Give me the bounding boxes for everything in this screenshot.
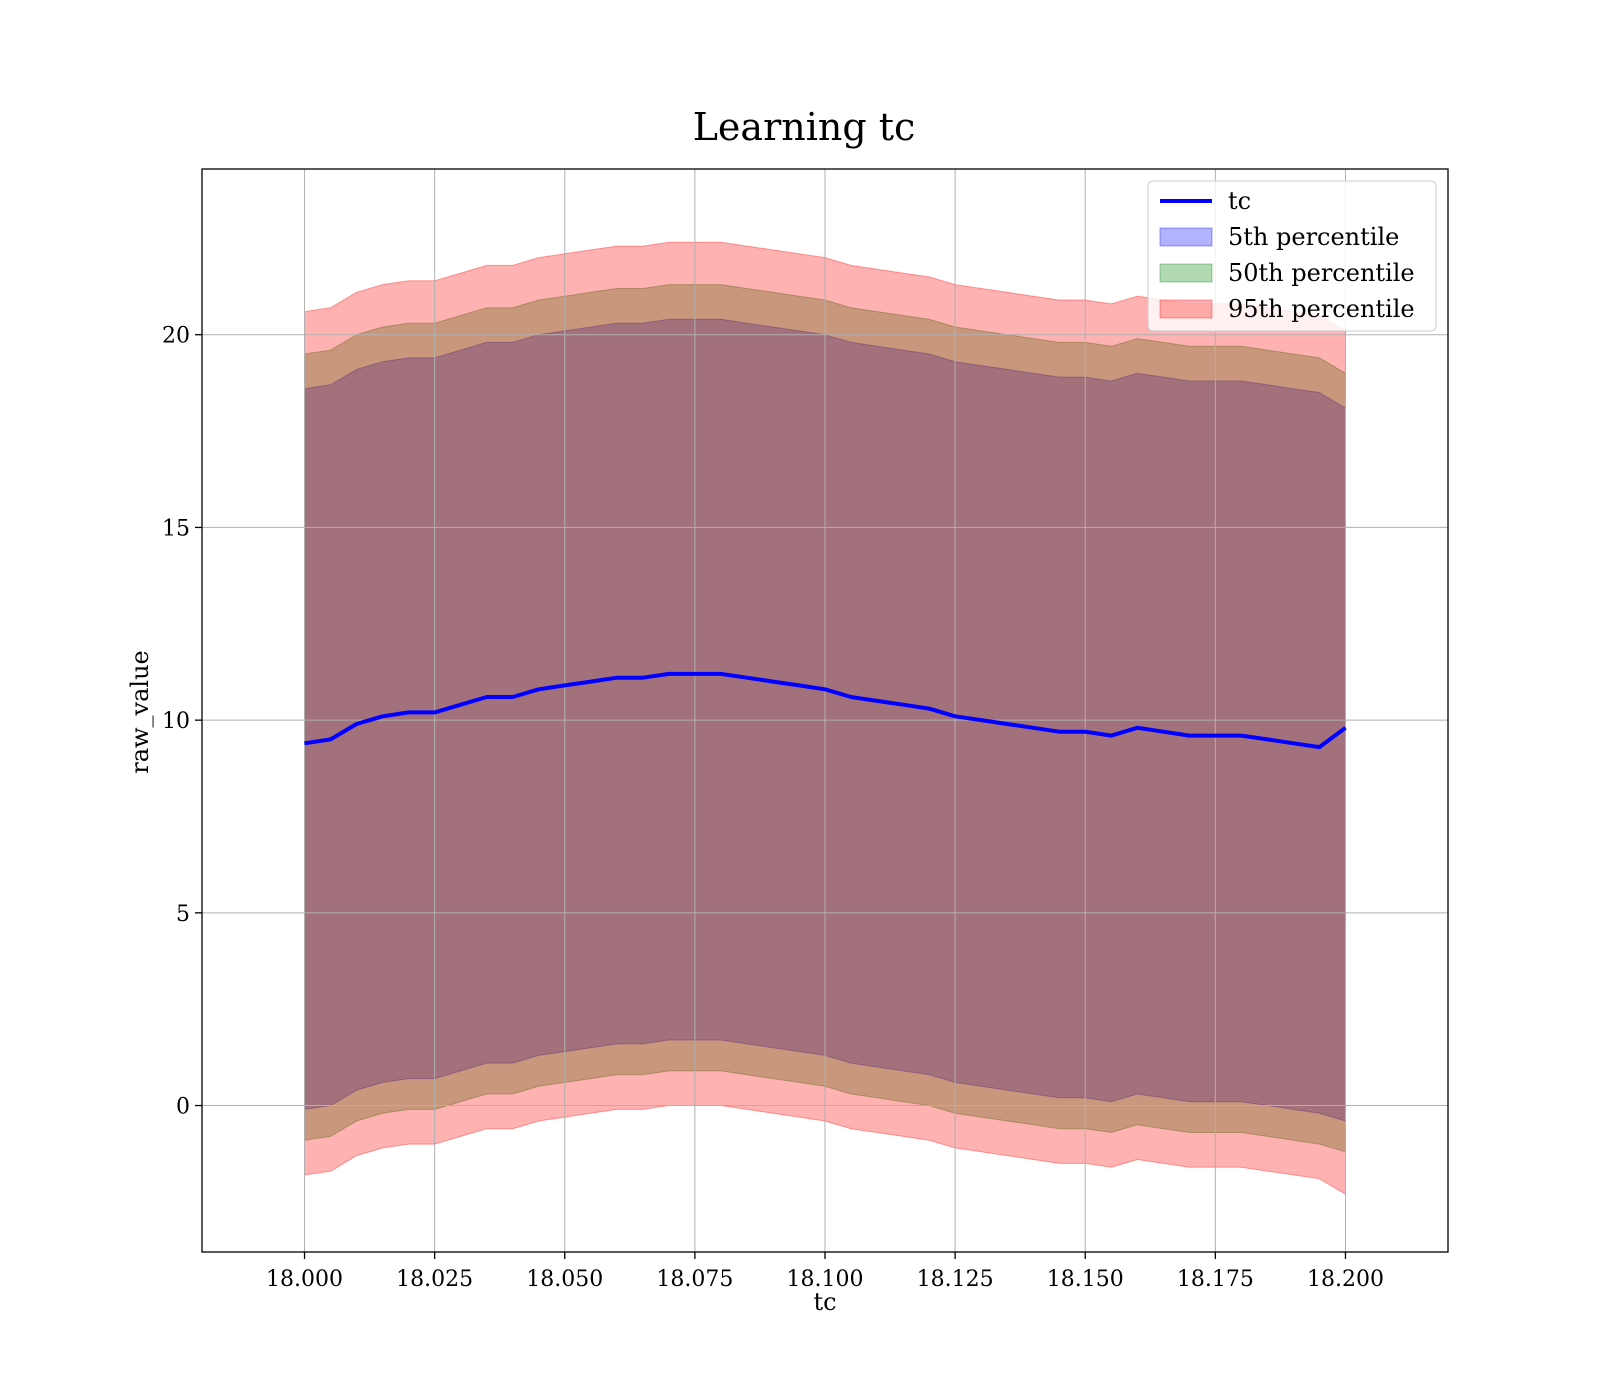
legend-swatch-50th-percentile — [1159, 263, 1213, 283]
legend-label: 5th percentile — [1228, 223, 1399, 251]
legend-label: 50th percentile — [1228, 259, 1415, 287]
line-layer — [304, 671, 1347, 750]
x-tick-label: 18.000 — [266, 1267, 343, 1292]
x-tick-label: 18.100 — [787, 1267, 864, 1292]
chart-title: Learning tc — [693, 105, 916, 149]
legend-label: 95th percentile — [1228, 295, 1415, 323]
x-axis-ticks: 18.000 18.025 18.050 18.075 18.100 18.125 18.1… — [266, 1252, 1384, 1292]
y-tick-label: 0 — [176, 1095, 190, 1120]
y-tick-label: 10 — [162, 709, 190, 734]
x-axis-label: tc — [813, 1288, 836, 1316]
legend-swatch-95th-percentile — [1159, 299, 1213, 319]
x-tick-label: 18.175 — [1177, 1267, 1254, 1292]
x-tick-label: 18.075 — [656, 1267, 733, 1292]
series-line-tc — [304, 671, 1347, 750]
legend: tc 5th percentile 50th percentile 95th perc… — [1147, 180, 1437, 332]
y-tick-label: 5 — [176, 902, 190, 927]
y-tick-label: 15 — [162, 516, 190, 541]
x-tick-label: 18.050 — [526, 1267, 603, 1292]
y-axis-ticks: 0 5 10 15 20 — [162, 324, 202, 1120]
y-axis-label: raw_value — [126, 650, 154, 774]
x-tick-label: 18.125 — [917, 1267, 994, 1292]
x-tick-label: 18.025 — [396, 1267, 473, 1292]
legend-swatch-5th-percentile — [1159, 227, 1213, 247]
x-tick-label: 18.200 — [1307, 1267, 1384, 1292]
x-tick-label: 18.150 — [1047, 1267, 1124, 1292]
y-tick-label: 20 — [162, 324, 190, 349]
legend-label: tc — [1228, 187, 1251, 215]
legend-box — [1147, 180, 1437, 332]
